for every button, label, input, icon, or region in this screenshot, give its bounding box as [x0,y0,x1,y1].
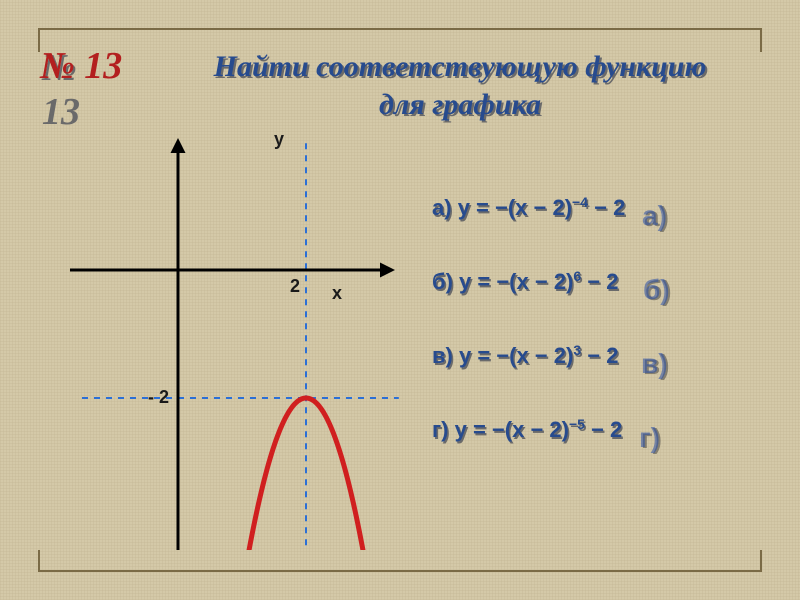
answer-list: а) у = −(х − 2)−4 − 2а) у = −(х − 2)−4 −… [432,195,772,491]
frame-bottom [38,570,762,572]
answer-watermark: г) [639,422,660,454]
answer-option[interactable]: в) у = −(х − 2)3 − 2в) у = −(х − 2)3 − 2… [432,343,772,399]
answer-text: а) у = −(х − 2)−4 − 2 [432,195,625,221]
answer-option[interactable]: б) у = −(х − 2)6 − 2б) у = −(х − 2)6 − 2… [432,269,772,325]
problem-number-text: № 13 [40,45,122,87]
tick-label-y: - 2 [148,387,169,408]
answer-text: в) у = −(х − 2)3 − 2 [432,343,618,369]
axis-label-y: у [274,129,284,150]
chart: у х 2 - 2 [70,135,400,550]
slide-title: Найти соответствующую функцию для график… [180,48,740,123]
frame-top [38,28,762,30]
axis-label-x: х [332,283,342,304]
answer-watermark: б) [643,274,670,306]
slide-title-text: Найти соответствующую функцию для график… [180,48,740,123]
answer-option[interactable]: а) у = −(х − 2)−4 − 2а) у = −(х − 2)−4 −… [432,195,772,251]
answer-text: г) у = −(х − 2)−5 − 2 [432,417,622,443]
answer-option[interactable]: г) у = −(х − 2)−5 − 2г) у = −(х − 2)−5 −… [432,417,772,473]
answer-watermark: в) [641,348,668,380]
answer-watermark: а) [642,200,667,232]
answer-text: б) у = −(х − 2)6 − 2 [432,269,619,295]
problem-number: № 13 № 13 [40,44,122,88]
tick-label-x: 2 [290,276,300,297]
chart-svg [70,135,400,550]
